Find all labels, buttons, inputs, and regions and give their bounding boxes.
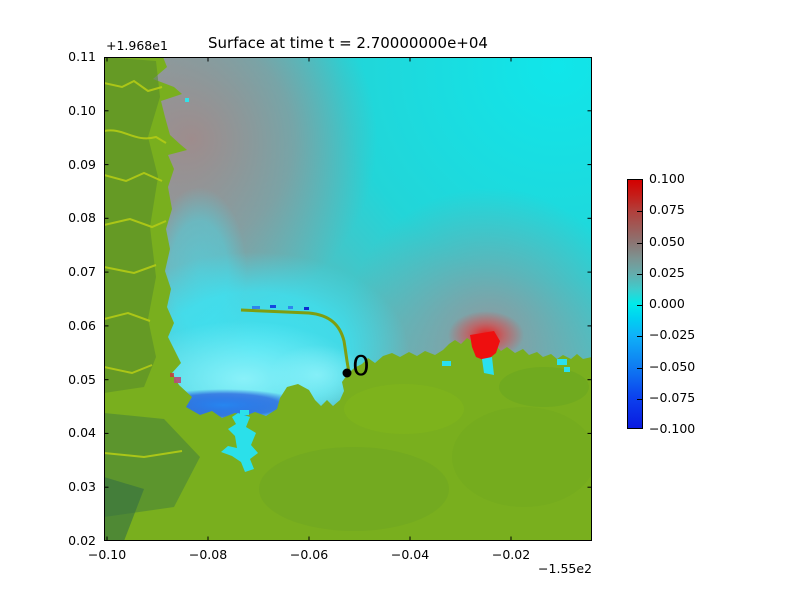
colorbar-tick-label: 0.025 (649, 264, 685, 280)
y-tick-label: 0.05 (68, 371, 96, 387)
colorbar-tick (637, 211, 642, 213)
colorbar-tick-label: 0.000 (649, 296, 685, 311)
y-tick-label: 0.10 (68, 102, 96, 118)
land-mass (104, 57, 592, 541)
colorbar-tick (637, 242, 642, 244)
y-tick-label: 0.02 (68, 533, 96, 548)
stream-lines (104, 79, 183, 459)
plot-area: 0 (104, 57, 592, 541)
x-tick-label: −0.10 (87, 547, 127, 562)
y-axis-offset-label: +1.968e1 (106, 38, 168, 53)
y-tick-label: 0.11 (68, 49, 96, 64)
y-tick-label: 0.03 (68, 479, 96, 495)
y-tick-label: 0.09 (68, 156, 96, 172)
hotspot-red (470, 331, 500, 361)
y-tick-label: 0.08 (68, 210, 96, 226)
colorbar (627, 179, 643, 429)
terrain-shading (104, 57, 592, 541)
river-inlet (221, 410, 258, 472)
x-tick-label: −0.08 (188, 547, 228, 562)
x-axis-offset-label: −1.55e2 (538, 561, 592, 576)
colorbar-tick (637, 305, 642, 306)
colorbar-tick-label: −0.075 (649, 389, 696, 405)
gauge-0-label: 0 (352, 349, 370, 382)
colorbar-tick (637, 273, 642, 275)
breakwater (240, 305, 351, 373)
plot-title: Surface at time t = 2.70000000e+04 (208, 34, 488, 52)
y-tick-label: 0.06 (68, 317, 96, 333)
axes-frame (104, 57, 592, 541)
x-tick-label: −0.02 (491, 547, 531, 562)
colorbar-tick (637, 367, 642, 369)
x-tick-label: −0.04 (390, 547, 430, 562)
y-tick-label: 0.04 (68, 425, 96, 441)
surface-map: 0 (104, 57, 592, 541)
edge-anomaly-pixels (170, 98, 189, 383)
colorbar-tick-label: 0.100 (649, 171, 685, 186)
colorbar-tick-label: −0.025 (649, 327, 696, 343)
y-tick-label: 0.07 (68, 264, 96, 280)
colorbar-tick-label: −0.100 (649, 421, 696, 436)
colorbar-tick-label: −0.050 (649, 358, 696, 374)
coastal-cyan-ponds (442, 357, 570, 375)
colorbar-tick (637, 336, 642, 338)
colorbar-tick-label: 0.075 (649, 202, 685, 218)
x-tick-label: −0.06 (289, 547, 329, 562)
gauge-0-marker (342, 368, 352, 378)
colorbar-tick (637, 398, 642, 400)
colorbar-tick-label: 0.050 (649, 233, 685, 249)
